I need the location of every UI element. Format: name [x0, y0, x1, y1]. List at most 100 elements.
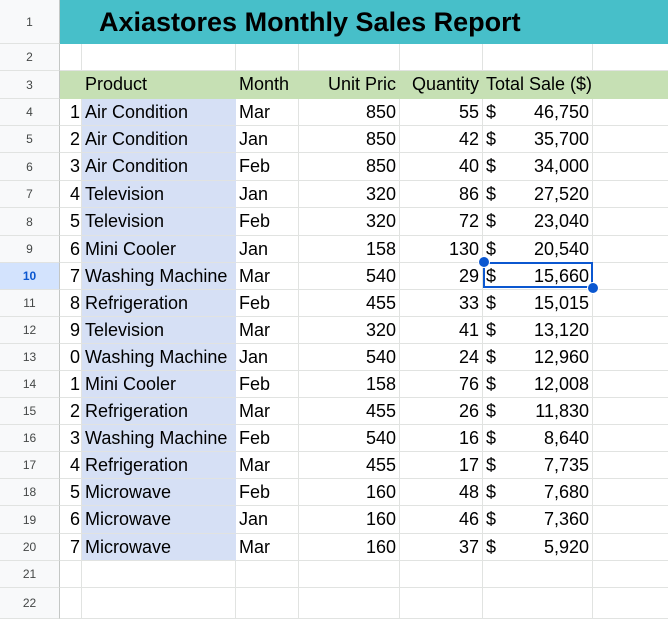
product-cell[interactable]: Television [82, 181, 236, 208]
month-cell[interactable]: Jan [236, 344, 299, 371]
total-sale-cell[interactable]: $27,520 [483, 181, 593, 208]
row-index-cell[interactable]: 8 [60, 290, 82, 317]
empty-cell[interactable] [593, 153, 668, 181]
quantity-cell[interactable]: 33 [400, 290, 483, 317]
total-sale-cell[interactable]: $35,700 [483, 126, 593, 153]
month-cell[interactable]: Mar [236, 317, 299, 344]
row-index-cell[interactable]: 1 [60, 99, 82, 126]
total-sale-cell[interactable]: $23,040 [483, 208, 593, 236]
quantity-cell[interactable]: 26 [400, 398, 483, 425]
total-sale-cell[interactable]: $20,540 [483, 236, 593, 263]
unit-price-cell[interactable]: 540 [299, 263, 400, 290]
total-sale-cell[interactable]: $13,120 [483, 317, 593, 344]
month-cell[interactable]: Feb [236, 371, 299, 398]
selection-handle-top-left[interactable] [478, 256, 490, 268]
total-sale-cell[interactable]: $12,008 [483, 371, 593, 398]
product-cell[interactable]: Microwave [82, 479, 236, 506]
quantity-cell[interactable]: 40 [400, 153, 483, 181]
header-cell-g[interactable] [593, 71, 668, 99]
unit-price-cell[interactable]: 320 [299, 208, 400, 236]
row-number[interactable]: 15 [0, 398, 60, 425]
empty-cell[interactable] [400, 44, 483, 71]
row-index-cell[interactable]: 7 [60, 263, 82, 290]
row-number[interactable]: 16 [0, 425, 60, 452]
row-index-cell[interactable]: 2 [60, 126, 82, 153]
row-index-cell[interactable]: 0 [60, 344, 82, 371]
row-number[interactable]: 11 [0, 290, 60, 317]
empty-cell[interactable] [593, 425, 668, 452]
total-sale-cell[interactable]: $7,680 [483, 479, 593, 506]
month-cell[interactable]: Mar [236, 99, 299, 126]
quantity-cell[interactable]: 130 [400, 236, 483, 263]
empty-cell[interactable] [593, 398, 668, 425]
row-number[interactable]: 18 [0, 479, 60, 506]
empty-cell[interactable] [60, 44, 82, 71]
row-index-cell[interactable]: 5 [60, 479, 82, 506]
month-cell[interactable]: Jan [236, 126, 299, 153]
product-cell[interactable]: Refrigeration [82, 290, 236, 317]
quantity-cell[interactable]: 72 [400, 208, 483, 236]
row-index-cell[interactable]: 7 [60, 534, 82, 561]
row-number[interactable]: 2 [0, 44, 60, 71]
empty-cell[interactable] [593, 290, 668, 317]
row-index-cell[interactable]: 6 [60, 236, 82, 263]
row-index-cell[interactable]: 9 [60, 317, 82, 344]
row-number[interactable]: 9 [0, 236, 60, 263]
row-number[interactable]: 6 [0, 153, 60, 181]
product-cell[interactable]: Microwave [82, 534, 236, 561]
unit-price-cell[interactable]: 320 [299, 181, 400, 208]
header-cell-a[interactable] [60, 71, 82, 99]
empty-cell[interactable] [593, 479, 668, 506]
empty-cell[interactable] [593, 588, 668, 619]
empty-cell[interactable] [593, 263, 668, 290]
selection-handle-bottom-right[interactable] [587, 282, 599, 294]
empty-cell[interactable] [400, 561, 483, 588]
row-index-cell[interactable]: 6 [60, 506, 82, 534]
product-cell[interactable]: Television [82, 317, 236, 344]
empty-cell[interactable] [299, 588, 400, 619]
product-cell[interactable]: Washing Machine [82, 344, 236, 371]
quantity-cell[interactable]: 42 [400, 126, 483, 153]
row-number[interactable]: 12 [0, 317, 60, 344]
row-number[interactable]: 22 [0, 588, 60, 619]
row-number[interactable]: 10 [0, 263, 60, 290]
empty-cell[interactable] [236, 588, 299, 619]
header-quantity[interactable]: Quantity [400, 71, 483, 99]
unit-price-cell[interactable]: 158 [299, 236, 400, 263]
empty-cell[interactable] [299, 561, 400, 588]
product-cell[interactable]: Microwave [82, 506, 236, 534]
quantity-cell[interactable]: 41 [400, 317, 483, 344]
row-number[interactable]: 20 [0, 534, 60, 561]
month-cell[interactable]: Feb [236, 208, 299, 236]
quantity-cell[interactable]: 29 [400, 263, 483, 290]
row-number[interactable]: 1 [0, 0, 60, 44]
empty-cell[interactable] [593, 534, 668, 561]
row-number[interactable]: 3 [0, 71, 60, 99]
unit-price-cell[interactable]: 160 [299, 479, 400, 506]
row-index-cell[interactable]: 3 [60, 425, 82, 452]
report-title[interactable]: Axiastores Monthly Sales Report [99, 6, 521, 37]
header-unit-price[interactable]: Unit Pric [299, 71, 400, 99]
row-index-cell[interactable]: 1 [60, 371, 82, 398]
row-number[interactable]: 21 [0, 561, 60, 588]
quantity-cell[interactable]: 17 [400, 452, 483, 479]
unit-price-cell[interactable]: 455 [299, 290, 400, 317]
month-cell[interactable]: Jan [236, 506, 299, 534]
row-index-cell[interactable]: 3 [60, 153, 82, 181]
product-cell[interactable]: Air Condition [82, 99, 236, 126]
row-number[interactable]: 5 [0, 126, 60, 153]
row-number[interactable]: 13 [0, 344, 60, 371]
unit-price-cell[interactable]: 540 [299, 425, 400, 452]
product-cell[interactable]: Washing Machine [82, 263, 236, 290]
product-cell[interactable]: Washing Machine [82, 425, 236, 452]
row-number[interactable]: 17 [0, 452, 60, 479]
unit-price-cell[interactable]: 320 [299, 317, 400, 344]
empty-cell[interactable] [593, 344, 668, 371]
empty-cell[interactable] [483, 588, 593, 619]
empty-cell[interactable] [593, 208, 668, 236]
total-sale-cell[interactable]: $15,015 [483, 290, 593, 317]
empty-cell[interactable] [593, 371, 668, 398]
empty-cell[interactable] [60, 561, 82, 588]
header-month[interactable]: Month [236, 71, 299, 99]
quantity-cell[interactable]: 76 [400, 371, 483, 398]
